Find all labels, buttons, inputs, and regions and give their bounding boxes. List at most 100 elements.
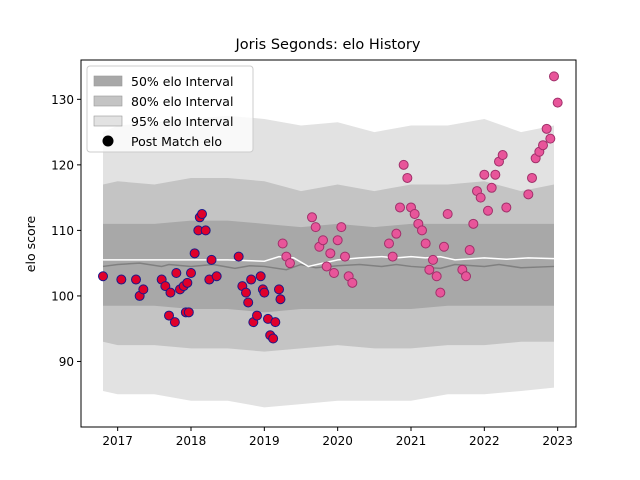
data-point: [442, 209, 453, 220]
y-tick-label: 120: [51, 158, 74, 172]
data-point: [277, 238, 288, 249]
legend-swatch: [93, 95, 123, 107]
data-point: [387, 251, 398, 262]
x-tick-label: 2019: [249, 434, 280, 448]
y-tick-label: 110: [51, 224, 74, 238]
data-point: [200, 225, 211, 236]
data-point: [486, 182, 497, 193]
data-point: [409, 209, 420, 220]
data-point: [211, 271, 222, 282]
data-point: [391, 228, 402, 239]
data-point: [243, 297, 254, 308]
data-point: [332, 235, 343, 246]
data-point: [270, 317, 281, 328]
data-point: [307, 212, 317, 223]
data-point: [189, 248, 200, 259]
data-point: [329, 267, 339, 278]
legend-label: Post Match elo: [131, 134, 222, 149]
data-point: [468, 218, 479, 229]
data-point: [183, 307, 194, 318]
data-point: [274, 284, 284, 295]
data-point: [171, 267, 182, 278]
data-point: [501, 202, 512, 213]
data-point: [241, 287, 251, 298]
data-point: [206, 254, 217, 265]
x-tick-label: 2021: [396, 434, 427, 448]
data-point: [483, 205, 493, 216]
data-point: [116, 274, 127, 285]
data-point: [461, 271, 471, 282]
data-point: [340, 251, 350, 262]
data-point: [347, 277, 358, 288]
data-point: [541, 123, 552, 134]
data-point: [395, 202, 405, 213]
data-point: [431, 271, 442, 282]
data-point: [336, 222, 347, 233]
data-point: [384, 238, 394, 249]
data-point: [497, 150, 508, 161]
axes: 2017 2018 2019 2020 2021 2022 2023 90 100 110 120 1…: [51, 59, 577, 448]
y-tick-label: 130: [51, 93, 74, 107]
plot-frame: [80, 59, 577, 428]
data-point: [475, 192, 486, 203]
y-axis-label: elo score: [23, 216, 38, 273]
legend: 50% elo Interval 80% elo Interval 95% elo …: [86, 65, 254, 153]
data-point: [479, 169, 490, 180]
data-point: [398, 159, 409, 170]
data-point: [255, 271, 266, 282]
data-point: [549, 71, 559, 82]
data-point: [275, 294, 286, 305]
data-point: [325, 248, 336, 259]
data-point: [538, 140, 548, 151]
data-point: [268, 333, 279, 344]
data-point: [160, 281, 171, 292]
data-point: [428, 254, 438, 265]
data-point: [464, 245, 475, 256]
data-point: [420, 238, 431, 249]
legend-swatch: [93, 75, 123, 87]
data-point: [182, 277, 193, 288]
data-point: [138, 284, 149, 295]
y-tick-label: 90: [59, 355, 74, 369]
x-tick-label: 2018: [176, 434, 207, 448]
legend-label: 50% elo Interval: [131, 74, 233, 89]
data-point: [552, 97, 563, 108]
data-point: [439, 241, 449, 252]
data-point: [233, 251, 244, 262]
data-point: [402, 172, 413, 183]
data-point: [321, 261, 332, 272]
legend-label: 95% elo Interval: [131, 114, 233, 129]
legend-label: 80% elo Interval: [131, 94, 233, 109]
x-tick-label: 2023: [542, 434, 573, 448]
y-tick-label: 100: [51, 289, 74, 303]
data-point: [318, 235, 328, 246]
legend-swatch: [93, 115, 123, 127]
x-tick-label: 2020: [322, 434, 353, 448]
data-point: [417, 225, 427, 236]
data-point: [523, 189, 534, 200]
x-tick-label: 2017: [102, 434, 133, 448]
data-point: [435, 287, 446, 298]
data-point: [186, 267, 196, 278]
data-point: [285, 258, 295, 269]
data-point: [259, 287, 270, 298]
data-point: [527, 172, 537, 183]
legend-marker: [102, 135, 114, 147]
data-point: [252, 310, 262, 321]
x-tick-label: 2022: [469, 434, 500, 448]
data-point: [424, 264, 435, 275]
data-point: [98, 271, 108, 282]
plot-area: [98, 71, 563, 408]
legend-box: [86, 65, 254, 153]
data-point: [197, 209, 207, 220]
data-point: [131, 274, 141, 285]
chart-title: Joris Segonds: elo History: [235, 37, 421, 53]
data-point: [165, 287, 176, 298]
data-point: [545, 133, 556, 144]
data-point: [169, 317, 180, 328]
data-point: [164, 310, 174, 321]
data-point: [490, 169, 501, 180]
data-point: [246, 274, 257, 285]
data-point: [310, 222, 321, 233]
